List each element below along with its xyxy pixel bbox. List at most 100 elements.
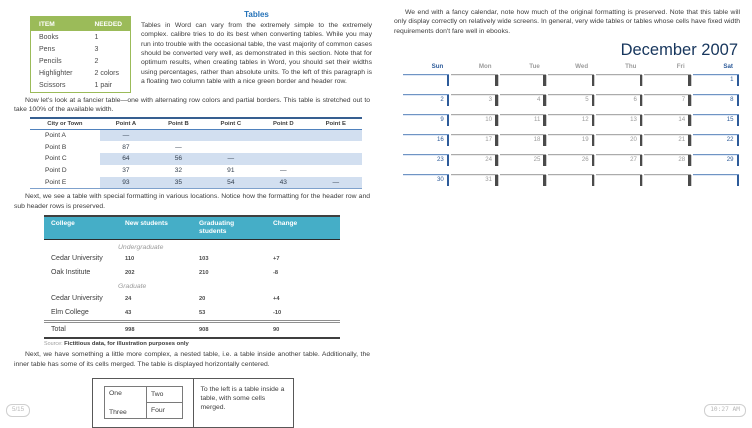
item-table-cell: Books: [39, 33, 59, 41]
calendar-cell-bar: [591, 154, 595, 166]
calendar-day-cell: 21: [643, 133, 691, 154]
calendar-cell-bar: [639, 114, 643, 126]
item-table-row: Pencils 2: [31, 55, 131, 67]
intro-section: ITEM NEEDED Books 1 Pens 3 Pencils 2 Highlighte…: [14, 8, 372, 93]
points-table-row: Point C 64 56—: [30, 153, 362, 165]
points-table-cell: [310, 165, 362, 177]
college-table-cell: 103: [199, 255, 209, 262]
calendar-day-cell: 10: [450, 113, 498, 134]
calendar-day-number: 31: [485, 175, 493, 183]
college-table-cell: -8: [273, 269, 279, 276]
calendar-day-cell: 8: [692, 93, 740, 114]
calendar-day-header: Tue: [529, 63, 540, 71]
calendar-cell-topline: [451, 133, 498, 135]
item-table-row: Pens 3: [31, 43, 131, 55]
calendar-cell-bar: [639, 174, 643, 186]
calendar-day-cell: 15: [692, 113, 740, 134]
calendar-cell-bar: [688, 134, 691, 146]
fancier-table-paragraph: Now let's look at a fancier table—one wi…: [14, 96, 370, 114]
college-table-row: Elm College 43 53 -10: [44, 306, 340, 322]
calendar-cell-topline: [644, 153, 691, 155]
calendar-cell-bar: [736, 114, 739, 126]
calendar-day-header: Wed: [575, 63, 589, 71]
college-table-row: Oak Institute 202 210 -8: [44, 266, 340, 280]
calendar-day-number: 21: [678, 135, 686, 143]
points-table-cell: —: [309, 176, 362, 189]
calendar-day-cell: [547, 73, 595, 94]
college-table-cell: 43: [125, 309, 132, 316]
college-table-header: College: [44, 216, 118, 240]
calendar-cell-topline: [692, 73, 739, 75]
calendar-cell-topline: [499, 93, 546, 95]
college-table: College New students Graduating students Ch…: [44, 215, 340, 339]
points-table-cell: [309, 153, 362, 165]
calendar-day-number: 17: [485, 135, 493, 143]
calendar-day-cell: 6: [595, 93, 643, 114]
calendar-day-cell: [643, 73, 691, 94]
calendar-cell-topline: [644, 173, 691, 175]
calendar-cell-bar: [639, 134, 643, 146]
calendar-day-cell: 31: [450, 173, 498, 194]
calendar-cell-topline: [547, 173, 595, 175]
points-table-row: Point D 37 32 91 —: [30, 165, 362, 177]
calendar-cell-bar: [543, 154, 546, 166]
points-table-cell: [205, 141, 257, 153]
calendar-cell-bar: [736, 174, 739, 186]
nested-table-paragraph: Next, we have something a little more co…: [14, 351, 370, 368]
calendar-cell-topline: [692, 93, 739, 95]
calendar-cell-bar: [543, 114, 546, 126]
right-page[interactable]: We end with a fancy calendar, note how m…: [378, 0, 752, 423]
college-section-label: Undergraduate: [118, 243, 164, 251]
calendar-cell-topline: [596, 133, 643, 135]
inner-table: One Three Two Four: [104, 386, 183, 420]
item-table-header: ITEM: [30, 16, 87, 31]
calendar-paragraph: We end with a fancy calendar, note how m…: [394, 9, 740, 35]
points-table-header-row: City or Town Point A Point B Point C Point D…: [30, 117, 362, 130]
calendar-day-cell: 7: [643, 93, 691, 114]
item-needed-table: ITEM NEEDED Books 1 Pens 3 Pencils 2 Highlighte…: [30, 16, 131, 93]
college-total-cell: 998: [125, 326, 135, 333]
college-table-row: Cedar University 24 20 +4: [44, 291, 340, 305]
college-table-cell: Oak Institute: [51, 269, 91, 277]
page-indicator-badge[interactable]: 5/15: [6, 403, 31, 417]
college-table-header: Change: [266, 216, 340, 240]
points-table-cell: 54: [204, 176, 258, 189]
college-total-row: Total 998 908 90: [44, 321, 340, 338]
calendar-day-cell: 25: [499, 153, 547, 174]
points-table-cell: Point A: [45, 131, 66, 139]
college-section-spacer: [44, 280, 118, 292]
calendar-cell-topline: [451, 153, 498, 155]
calendar-cell-topline: [692, 153, 739, 155]
points-table-row: Point E 93 35 54 43—: [30, 176, 362, 189]
points-table-row: Point B 87 —: [30, 141, 362, 153]
calendar-day-number: 18: [533, 135, 541, 143]
calendar-day-number: 30: [437, 175, 444, 183]
calendar-week-row: 30 31: [402, 173, 740, 194]
calendar-header-row: Sun Mon Tue Wed Thu Fri Sat: [402, 63, 740, 74]
calendar-day-number: 23: [437, 155, 444, 163]
points-table-cell: —: [280, 167, 287, 175]
calendar-cell-topline: [499, 153, 546, 155]
calendar-day-number: 19: [581, 135, 589, 143]
item-table-cell: 1: [94, 33, 99, 41]
calendar-cell-topline: [644, 113, 691, 115]
points-table: City or Town Point A Point B Point C Point D…: [30, 117, 362, 190]
college-table-cell: Elm College: [51, 309, 89, 317]
calendar-day-cell: [499, 73, 547, 94]
source-text: Fictitious data, for illustration purpos…: [64, 341, 189, 348]
calendar-cell-bar: [591, 74, 595, 86]
calendar-cell-topline: [403, 93, 450, 95]
calendar-cell-bar: [639, 94, 643, 106]
calendar-day-cell: 23: [402, 153, 450, 174]
calendar-day-cell: 11: [499, 113, 547, 134]
calendar-cell-topline: [596, 173, 643, 175]
college-table-header: New students: [118, 216, 192, 240]
calendar-day-cell: 13: [595, 113, 643, 134]
calendar-day-number: 11: [534, 115, 541, 123]
points-table-cell: Point C: [45, 155, 67, 163]
item-table-cell: Pens: [39, 45, 55, 53]
left-page[interactable]: ITEM NEEDED Books 1 Pens 3 Pencils 2 Highlighte…: [0, 0, 378, 428]
calendar-cell-bar: [446, 134, 450, 146]
item-table-row: Scissors 1 pair: [31, 80, 131, 93]
